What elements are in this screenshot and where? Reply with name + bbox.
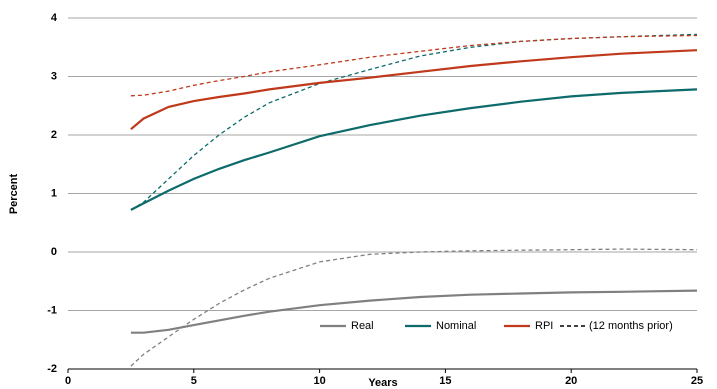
y-tick-label: 0: [51, 246, 57, 258]
legend-label: Nominal: [436, 320, 476, 332]
x-tick-label: 0: [65, 375, 71, 387]
y-tick-label: 3: [51, 70, 57, 82]
legend-label: Real: [351, 320, 374, 332]
x-tick-label: 20: [565, 375, 577, 387]
x-axis-label: Years: [368, 377, 397, 389]
x-tick-label: 10: [313, 375, 325, 387]
y-tick-label: 4: [51, 12, 58, 24]
x-tick-label: 5: [191, 375, 197, 387]
y-tick-label: -2: [47, 363, 57, 375]
x-tick-label: 25: [691, 375, 703, 387]
legend-label: (12 months prior): [589, 320, 673, 332]
series-line: [130, 289, 698, 334]
series-line: [130, 49, 698, 131]
y-tick-label: 1: [51, 187, 57, 199]
prior-line: [130, 248, 698, 367]
y-tick-label: -1: [47, 304, 57, 316]
y-tick-label: 2: [51, 129, 57, 141]
prior-line: [130, 34, 698, 97]
legend-label: RPI: [535, 320, 553, 332]
x-tick-label: 15: [439, 375, 451, 387]
series-line: [130, 88, 698, 211]
prior-line: [130, 33, 698, 211]
y-axis-label: Percent: [8, 173, 20, 214]
